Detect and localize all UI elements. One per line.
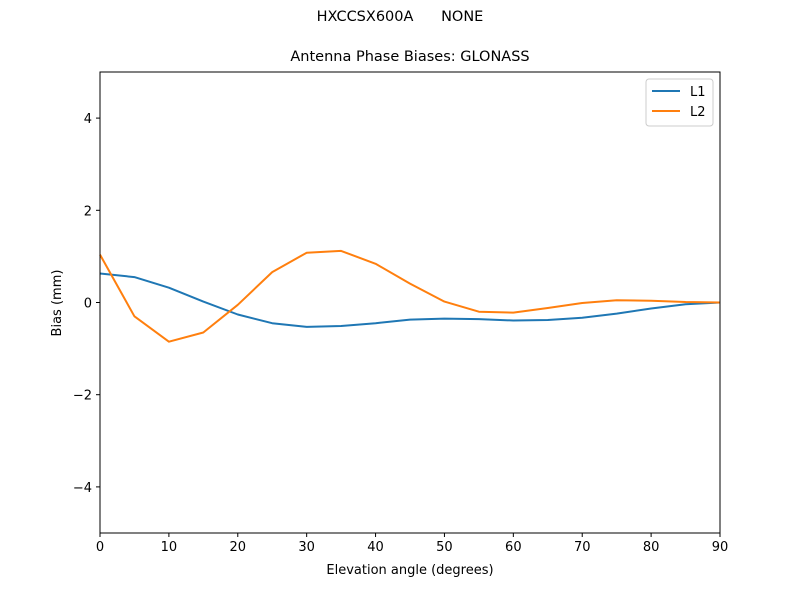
x-tick-label: 20 [230, 540, 247, 555]
x-tick-label: 50 [436, 540, 453, 555]
x-tick-label: 10 [161, 540, 178, 555]
y-tick-label: 0 [84, 297, 92, 312]
x-tick-label: 60 [505, 540, 522, 555]
y-tick-label: 2 [84, 204, 92, 219]
y-axis-label: Bias (mm) [50, 270, 65, 337]
series-line-l2 [99, 249, 721, 343]
x-tick-label: 0 [96, 540, 104, 555]
chart-title: Antenna Phase Biases: GLONASS [290, 49, 530, 65]
x-tick-label: 90 [712, 540, 729, 555]
legend-label-l2: L2 [690, 105, 706, 120]
y-tick-label: −4 [73, 481, 92, 496]
y-tick-label: 4 [84, 112, 92, 127]
x-tick-label: 80 [643, 540, 660, 555]
x-tick-label: 40 [367, 540, 384, 555]
y-tick-label: −2 [73, 389, 92, 404]
x-tick-label: 70 [574, 540, 591, 555]
legend-label-l1: L1 [690, 85, 706, 100]
x-axis-label: Elevation angle (degrees) [326, 563, 493, 578]
x-tick-label: 30 [298, 540, 315, 555]
y-axis-ticks: −4 −2 0 2 4 [73, 112, 100, 496]
plot-lines [99, 249, 721, 343]
series-line-l1 [99, 272, 721, 328]
figure-suptitle: HXCCSX600A NONE [316, 9, 484, 25]
x-axis-ticks: 0 10 20 30 40 50 60 70 80 90 [96, 533, 728, 555]
legend: L1 L2 [645, 78, 714, 127]
plot-frame [99, 71, 721, 534]
